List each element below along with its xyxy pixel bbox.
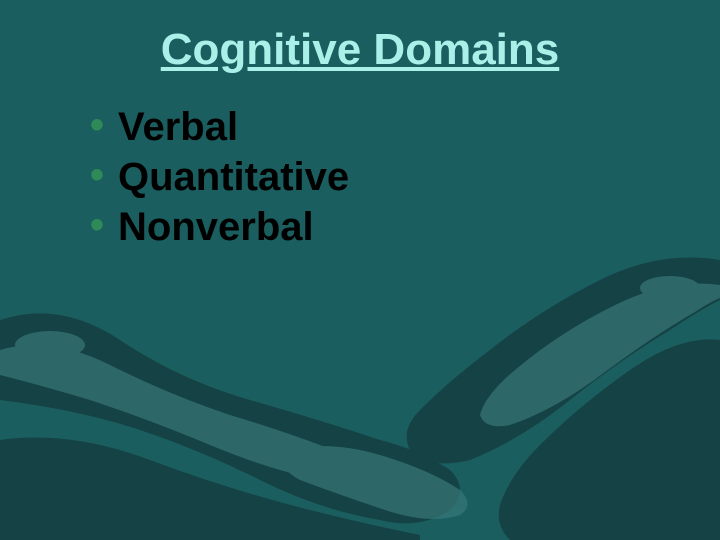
slide-title: Cognitive Domains (60, 25, 660, 75)
slide-content: Cognitive Domains Verbal Quantitative No… (0, 0, 720, 540)
bullet-item: Verbal (90, 105, 660, 150)
bullet-list: Verbal Quantitative Nonverbal (60, 105, 660, 250)
bullet-item: Quantitative (90, 155, 660, 200)
slide-container: Cognitive Domains Verbal Quantitative No… (0, 0, 720, 540)
bullet-item: Nonverbal (90, 205, 660, 250)
